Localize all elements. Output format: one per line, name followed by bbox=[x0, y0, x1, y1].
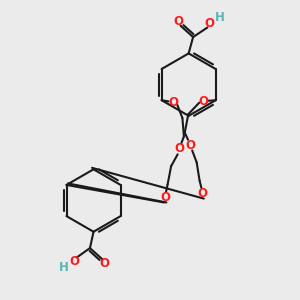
Text: O: O bbox=[199, 95, 209, 108]
Text: O: O bbox=[174, 142, 184, 155]
Text: O: O bbox=[205, 17, 215, 31]
Text: H: H bbox=[215, 11, 225, 24]
Text: O: O bbox=[173, 15, 183, 28]
Text: O: O bbox=[100, 257, 110, 270]
Text: O: O bbox=[160, 190, 170, 204]
Text: O: O bbox=[198, 187, 208, 200]
Text: H: H bbox=[59, 262, 69, 275]
Text: O: O bbox=[69, 255, 79, 268]
Text: O: O bbox=[185, 139, 195, 152]
Text: O: O bbox=[168, 96, 178, 109]
